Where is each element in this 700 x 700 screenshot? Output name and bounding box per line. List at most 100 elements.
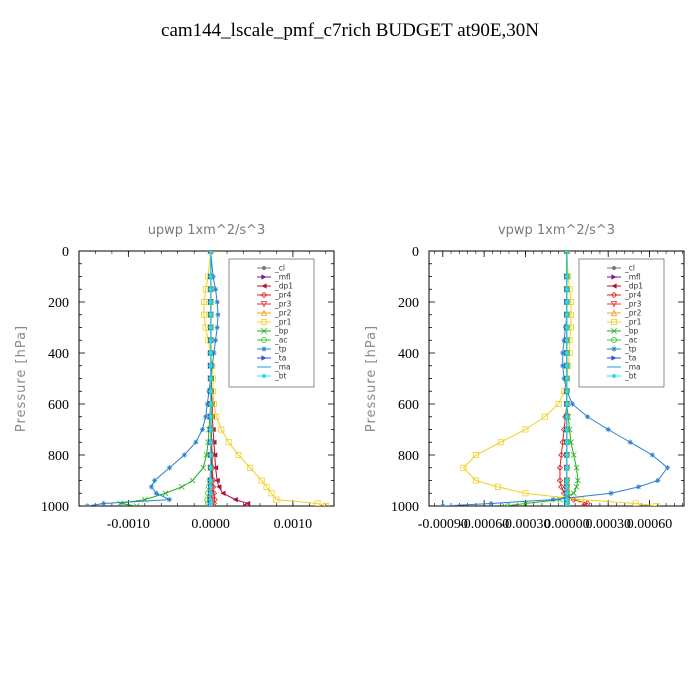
y-axis-label: Pressure [hPa] (14, 325, 29, 432)
legend-entry-dp1: _dp1 (624, 282, 643, 291)
data-point-bt (564, 376, 569, 381)
data-point-bt (208, 351, 213, 355)
data-point-pr1 (247, 464, 254, 471)
data-point-bt (208, 453, 213, 457)
legend-marker (260, 309, 268, 316)
data-point-tp (203, 414, 209, 420)
y-axis-label: Pressure [hPa] (364, 325, 379, 432)
legend-box (578, 258, 665, 388)
data-point-dp1 (245, 500, 251, 506)
data-point-bt (208, 389, 213, 394)
data-point-bt (564, 351, 569, 355)
legend-marker (612, 374, 616, 378)
legend-marker (610, 291, 618, 299)
data-point-bt (564, 274, 569, 279)
data-point-pr1 (213, 413, 220, 420)
data-point-bt (564, 491, 569, 496)
data-point-pr1 (273, 496, 280, 503)
data-point-tp (101, 500, 107, 506)
legend-marker (611, 355, 617, 361)
data-point-bp (178, 483, 185, 490)
data-point-bt (564, 363, 569, 368)
data-point-pr1 (497, 439, 504, 446)
x-tick-label: -0.0010 (107, 517, 150, 532)
panel-upwp: upwp 1xm^2/s^3 Pressure [hPa] 0 200 400 600 80… (14, 223, 335, 532)
data-point-bt (208, 251, 213, 253)
legend-marker (260, 291, 268, 299)
legend-marker (610, 309, 618, 316)
legend-marker (612, 266, 616, 270)
data-point-bt (208, 287, 213, 292)
data-point-pr1 (225, 439, 232, 446)
data-point-bt (208, 312, 213, 317)
legend-entry-bp: _bp (624, 327, 639, 336)
x-tick-label: 0.00060 (627, 517, 673, 532)
data-point-bt (564, 484, 569, 489)
legend-marker (260, 318, 267, 325)
data-point-bt (564, 300, 569, 304)
data-point-tp (193, 439, 199, 445)
x-tick-label: -0.00030 (500, 517, 550, 532)
data-point-pr1 (653, 502, 660, 506)
data-point-tp (649, 452, 655, 458)
page-title: cam144_lscale_pmf_c7rich BUDGET at90E,30… (161, 20, 539, 41)
data-point-tp (166, 465, 173, 471)
legend-entry-ma: _ma (624, 363, 641, 372)
data-point-pr1 (263, 483, 270, 490)
data-point-tp (561, 375, 567, 382)
legend-marker (262, 374, 266, 378)
data-point-pr1 (494, 483, 501, 490)
data-point-tp (560, 363, 566, 369)
x-tick-label: -0.00060 (459, 517, 509, 532)
legend-marker (611, 346, 617, 352)
legend-entry-pr2: _pr2 (274, 309, 292, 318)
y-tick-label: 800 (48, 449, 69, 464)
data-point-bp (573, 464, 580, 471)
data-point-tp (166, 497, 173, 503)
legend-marker (261, 346, 267, 352)
data-point-bp (570, 452, 577, 458)
data-point-pr1 (235, 451, 242, 458)
data-point-tp (664, 465, 671, 471)
panel-title: vpwp 1xm^2/s^3 (498, 223, 615, 238)
legend-entry-pr3: _pr3 (624, 300, 642, 309)
y-tick-label: 1000 (391, 500, 419, 515)
data-point-tp (488, 500, 494, 506)
data-point-dp1 (232, 497, 238, 503)
data-point-pr4 (556, 464, 564, 471)
data-point-tp (204, 401, 210, 407)
data-point-tp (211, 350, 217, 356)
data-point-tp (215, 312, 221, 318)
data-point-bt (208, 427, 213, 432)
data-point-bt (208, 325, 213, 330)
data-point-pr1 (522, 490, 529, 497)
data-point-bt (564, 440, 569, 445)
legend-entry-pr3: _pr3 (274, 300, 292, 309)
data-point-pr4 (558, 483, 565, 491)
data-point-bt (208, 274, 213, 279)
legend: _cl_mfl_dp1_pr4_pr3_pr2_pr1_bp_ac_tp_ta_… (228, 258, 315, 388)
y-tick-label: 200 (48, 296, 69, 311)
data-point-bp (200, 464, 207, 471)
legend-marker (610, 301, 618, 308)
data-point-bt (564, 287, 569, 292)
data-point-tp (214, 299, 220, 305)
data-point-tp (655, 477, 661, 484)
series-line-bp (120, 251, 212, 506)
data-point-bt (208, 363, 213, 368)
legend-entry-bt: _bt (274, 372, 287, 381)
data-point-bp (501, 503, 508, 506)
data-point-tp (440, 503, 446, 506)
data-point-bt (564, 453, 569, 457)
legend-marker (260, 336, 267, 343)
data-point-bt (208, 440, 213, 445)
data-point-bt (208, 484, 213, 489)
data-point-pr1 (472, 451, 479, 458)
series-group (440, 251, 671, 506)
data-point-bp (574, 477, 581, 484)
legend-marker (611, 318, 618, 325)
legend-entry-ta: _ta (274, 354, 286, 363)
legend-marker (261, 283, 267, 289)
legend-entry-mfl: _mfl (624, 273, 641, 282)
data-point-bt (564, 325, 569, 330)
